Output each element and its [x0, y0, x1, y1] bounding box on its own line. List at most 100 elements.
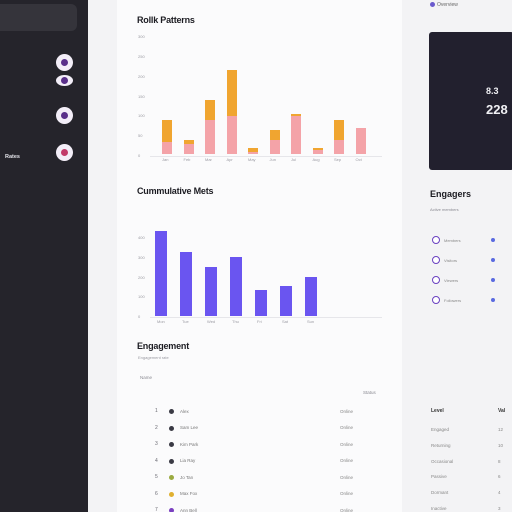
chart1-x-label: Sep [334, 157, 342, 162]
overview-link[interactable]: Overview [430, 2, 458, 8]
chart2-bar[interactable] [305, 276, 317, 316]
engager-name: Followers [444, 297, 462, 303]
row-number: 1 [155, 408, 158, 414]
chart2-bar[interactable] [155, 230, 167, 316]
engager-marker-icon [491, 298, 495, 302]
engager-marker-icon [491, 238, 495, 242]
chart1-bar[interactable] [355, 128, 366, 154]
chart2-title: Cummulative Mets [137, 186, 214, 196]
engager-item[interactable]: Visitors [432, 255, 512, 265]
level-name: Engaged [431, 427, 450, 432]
status-dot-icon [169, 508, 174, 512]
chart2-bar[interactable] [230, 256, 242, 316]
row-value: Online [340, 458, 354, 463]
stat-value-primary: 8.3 [486, 86, 499, 96]
row-name: Sam Lee [180, 425, 199, 430]
chart2-bar[interactable] [205, 267, 217, 316]
chart1-bar[interactable] [205, 120, 215, 154]
chart1-baseline [150, 156, 382, 157]
cloud-icon[interactable] [56, 75, 73, 86]
chart1-x-label: Aug [312, 157, 320, 162]
chart1-bar[interactable] [269, 140, 280, 154]
level-value: 4 [498, 490, 501, 496]
chart1-x-label: May [248, 157, 256, 162]
chart2-y-label: 0 [138, 314, 141, 319]
engager-icon [432, 296, 440, 304]
engager-item[interactable]: Followers [432, 295, 512, 305]
chart1-bar[interactable] [183, 140, 194, 144]
table-row[interactable]: 6 Max Fox Online [117, 489, 402, 499]
level-row[interactable]: Returning 10 [431, 441, 512, 451]
chart1-y-label: 150 [138, 93, 145, 99]
heart-icon[interactable] [56, 144, 73, 161]
sidebar-item-label[interactable]: Rates [5, 154, 20, 160]
overview-label: Overview [437, 2, 458, 8]
chart1-bar[interactable] [226, 70, 237, 116]
chart2-bar[interactable] [280, 286, 292, 316]
table-row[interactable]: 1 Alex Online [117, 406, 402, 416]
row-name: Alex [180, 408, 189, 414]
table-header-right: Status [363, 390, 376, 395]
table-row[interactable]: 5 Jo Tan Online [117, 472, 402, 482]
level-row[interactable]: Inactive 3 [431, 504, 512, 512]
chart1-y-label: 200 [138, 73, 145, 79]
engager-name: Viewers [444, 277, 459, 283]
table-row[interactable]: 3 Kim Park Online [117, 439, 402, 449]
engagement-subtitle: Engagement rate [138, 355, 169, 360]
engager-icon [432, 256, 440, 264]
chart2-bar[interactable] [255, 289, 267, 316]
chart1-x-label: Feb [183, 157, 191, 162]
chart1-y-label: 0 [138, 153, 141, 158]
engager-name: Members [444, 237, 461, 243]
chart1-bar[interactable] [334, 140, 344, 154]
table-row[interactable]: 7 Ann Bell Online [117, 505, 402, 512]
row-value: Online [340, 425, 354, 430]
sidebar-search[interactable] [0, 4, 77, 31]
drop-icon[interactable] [56, 107, 73, 124]
compass-icon[interactable] [56, 54, 73, 71]
level-name: Dormant [431, 490, 449, 496]
chart1-x-label: Jul [291, 157, 297, 162]
chart1-bar[interactable] [183, 144, 194, 154]
status-dot-icon [169, 409, 174, 414]
row-number: 4 [155, 457, 158, 464]
chart1-bar[interactable] [269, 130, 280, 140]
chart1-bar[interactable] [291, 114, 301, 116]
engager-name: Visitors [444, 257, 458, 263]
chart1-bar[interactable] [162, 142, 172, 154]
row-value: Online [340, 491, 354, 496]
engagers-title: Engagers [430, 189, 472, 199]
chart1-bar[interactable] [248, 148, 258, 152]
engager-item[interactable]: Members [432, 235, 512, 245]
engager-item[interactable]: Viewers [432, 275, 512, 285]
chart1-x-label: Apr [226, 157, 233, 162]
level-value: 12 [498, 427, 504, 432]
engagement-title: Engagement [137, 341, 190, 351]
chart1-bar[interactable] [312, 148, 323, 150]
chart1-y-label: 300 [138, 34, 145, 39]
level-row[interactable]: Passive 6 [431, 472, 512, 482]
chart1-bar[interactable] [312, 150, 323, 154]
chart2-y-label: 200 [138, 274, 145, 280]
chart1-bar[interactable] [291, 116, 301, 154]
sidebar: Rates [0, 0, 88, 512]
chart1-bar[interactable] [226, 116, 237, 154]
chart1-x-label: Oct [355, 157, 362, 162]
chart1-bar[interactable] [162, 120, 172, 142]
level-row[interactable]: Dormant 4 [431, 488, 512, 498]
level-row[interactable]: Engaged 12 [431, 425, 512, 435]
row-number: 5 [155, 474, 158, 480]
chart2-y-label: 400 [138, 235, 145, 240]
chart1-bar[interactable] [334, 120, 344, 140]
level-row[interactable]: Occasional 8 [431, 457, 512, 467]
chart2-x-label: Sun [307, 319, 315, 324]
chart1-bar[interactable] [248, 152, 258, 154]
chart2-bar[interactable] [180, 251, 192, 316]
row-name: Max Fox [180, 491, 198, 496]
row-value: Online [340, 441, 354, 447]
chart1-bar[interactable] [205, 100, 215, 120]
table-row[interactable]: 4 Lia Ray Online [117, 456, 402, 466]
level-name: Passive [431, 474, 447, 480]
table-row[interactable]: 2 Sam Lee Online [117, 423, 402, 433]
level-name: Inactive [431, 506, 447, 511]
